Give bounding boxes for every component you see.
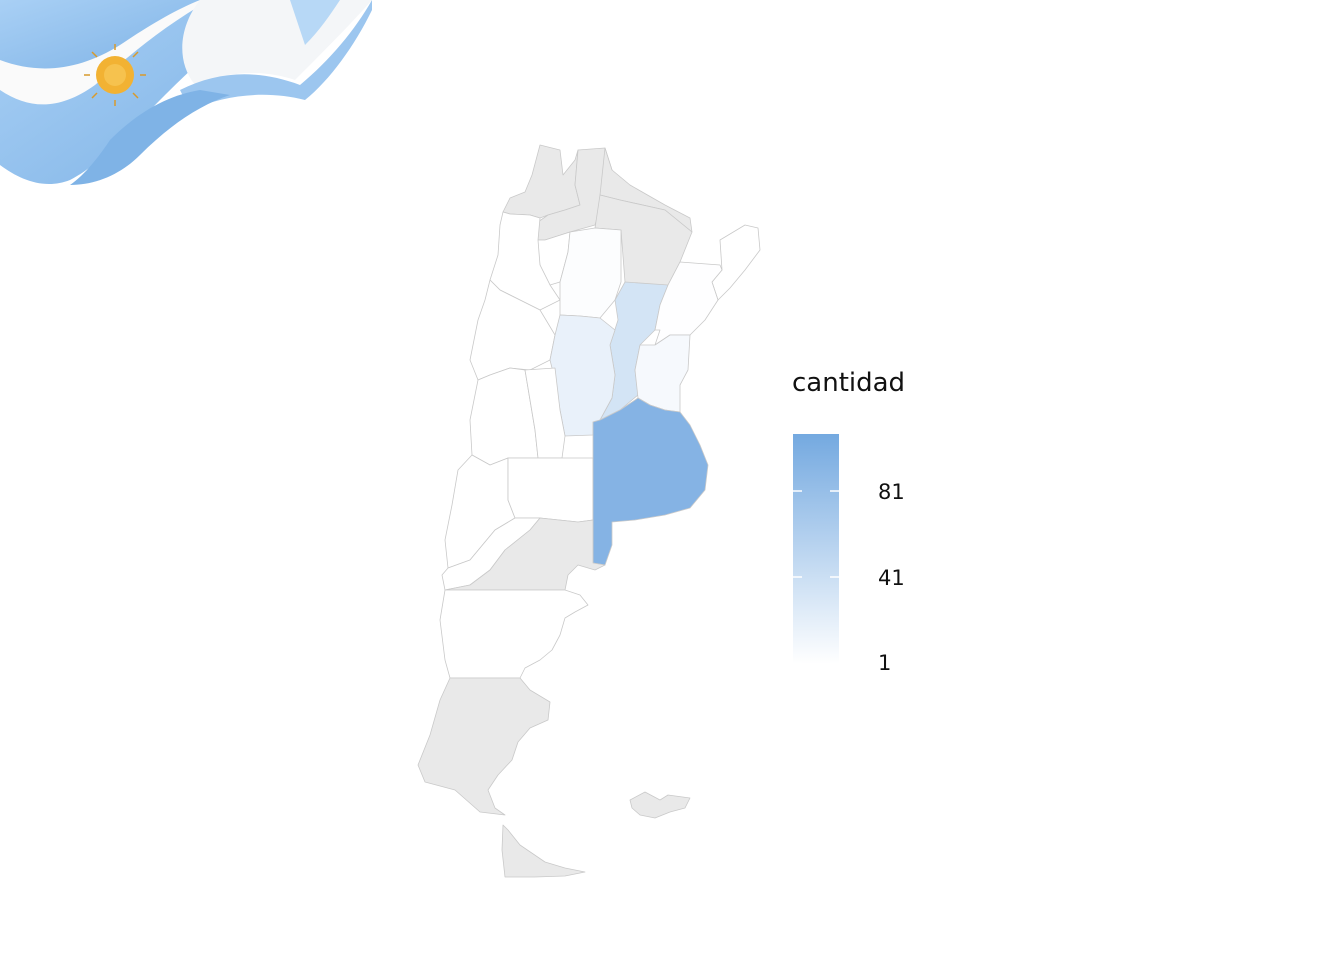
province-jujuy: [502, 144, 581, 219]
province-misiones: [711, 224, 761, 301]
legend-tick-label: 81: [878, 480, 905, 504]
legend-tick-label: 1: [878, 651, 891, 675]
province-chubut: [439, 589, 589, 679]
legend-tick-label: 41: [878, 566, 905, 590]
province-entre-rios: [634, 334, 691, 413]
legend-title: cantidad: [792, 368, 905, 398]
province-buenos-aires: [592, 397, 709, 566]
province-santa-cruz: [417, 677, 551, 816]
argentina-flag-ribbon: [0, 0, 372, 185]
legend-colorbar: [793, 434, 839, 664]
province-santiago-del-estero: [559, 227, 622, 319]
province-tierra-del-fuego: [501, 824, 586, 878]
legend: cantidad 81 41 1: [792, 368, 905, 675]
province-la-pampa: [507, 457, 594, 523]
province-islas-malvinas: [629, 791, 691, 819]
argentina-choropleth: [417, 144, 761, 878]
province-corrientes: [654, 261, 723, 346]
